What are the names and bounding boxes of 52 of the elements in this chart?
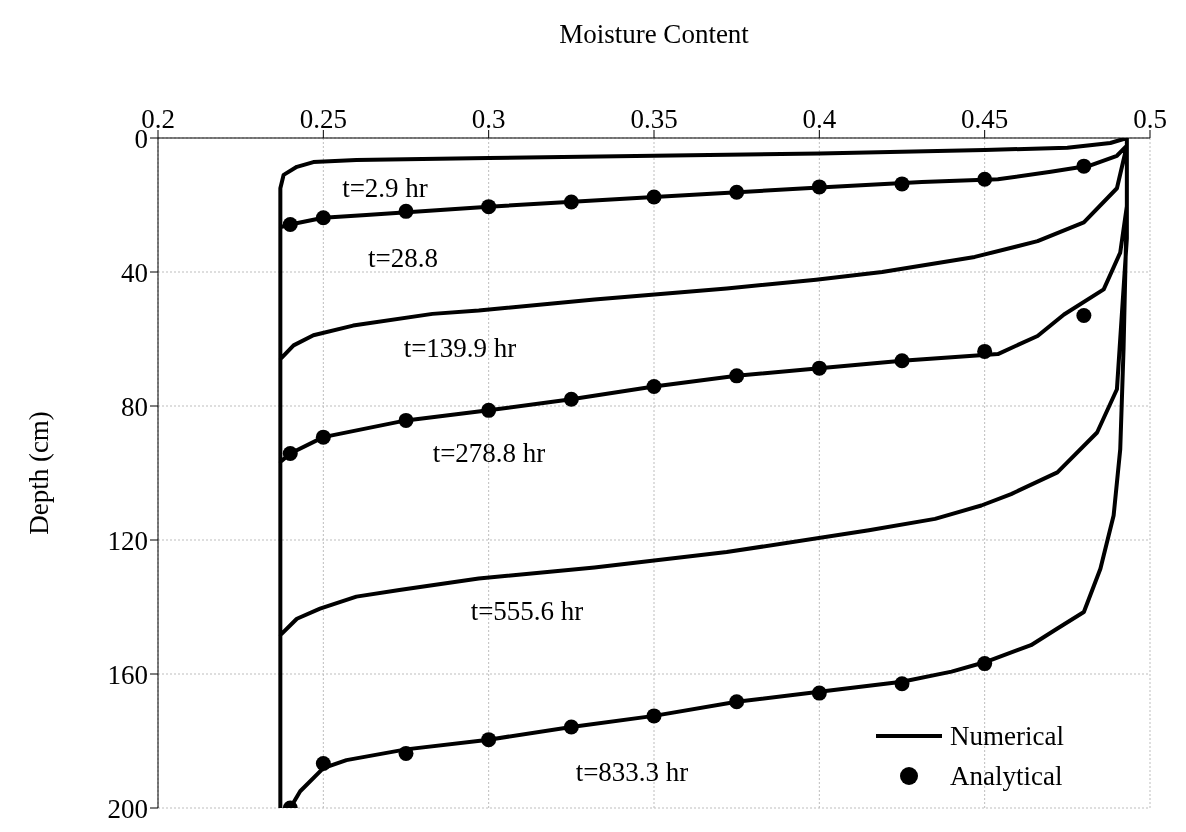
point <box>894 676 910 692</box>
annotation: t=2.9 hr <box>342 173 428 203</box>
point <box>1076 308 1092 324</box>
y-axis-title: Depth (cm) <box>23 411 54 535</box>
point <box>481 199 497 215</box>
point <box>481 402 497 418</box>
point <box>646 708 662 724</box>
annotation: t=139.9 hr <box>403 333 517 363</box>
point <box>729 694 745 710</box>
y-tick-label: 160 <box>107 659 148 690</box>
y-tick-label: 120 <box>107 525 148 556</box>
annotation: t=28.8 <box>368 243 438 273</box>
annotation: t=833.3 hr <box>575 757 689 787</box>
point <box>646 379 662 395</box>
annotation: t=278.8 hr <box>432 438 546 468</box>
point <box>282 216 298 232</box>
point <box>563 194 579 210</box>
legend-label: Numerical <box>950 720 1064 752</box>
point <box>729 184 745 200</box>
point <box>646 189 662 205</box>
point <box>894 353 910 369</box>
legend-label: Analytical <box>950 760 1063 792</box>
point <box>282 446 298 462</box>
point <box>563 719 579 735</box>
point <box>563 391 579 407</box>
point <box>977 171 993 187</box>
point <box>977 343 993 359</box>
y-tick-label: 40 <box>121 257 148 288</box>
point <box>811 179 827 195</box>
point <box>1076 158 1092 174</box>
y-tick-label: 200 <box>107 793 148 824</box>
point <box>398 745 414 761</box>
point <box>398 203 414 219</box>
x-tick-label: 0.5 <box>1133 104 1167 134</box>
x-tick-label: 0.25 <box>299 104 347 134</box>
point <box>315 210 331 226</box>
x-tick-label: 0.35 <box>630 104 678 134</box>
point <box>315 429 331 445</box>
point <box>398 412 414 428</box>
x-tick-label: 0.4 <box>802 104 837 134</box>
point <box>811 685 827 701</box>
x-tick-label: 0.45 <box>961 104 1009 134</box>
x-tick-label: 0.3 <box>471 104 506 134</box>
y-tick-label: 80 <box>121 391 148 422</box>
x-axis-title: Moisture Content <box>559 19 750 50</box>
annotation: t=555.6 hr <box>470 596 584 626</box>
point <box>811 360 827 376</box>
point <box>481 732 497 748</box>
point <box>894 176 910 192</box>
point <box>315 755 331 771</box>
point <box>977 656 993 672</box>
point <box>729 368 745 384</box>
